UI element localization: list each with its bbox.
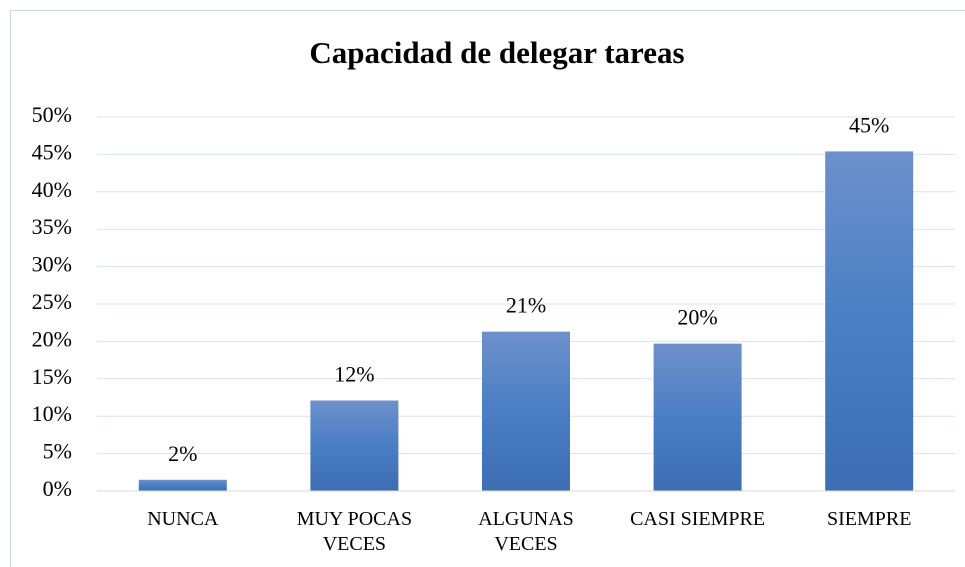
value-label: 20% [677,305,717,330]
y-tick-label: 25% [32,289,72,314]
y-tick-label: 10% [32,401,72,426]
x-tick-label: MUY POCAS VECES [296,508,413,555]
bar [653,343,742,491]
x-tick-label: CASI SIEMPRE [630,508,766,530]
bar [138,479,227,491]
x-tick-label: ALGUNAS VECES [478,508,574,555]
value-label: 12% [334,362,374,387]
x-tick-label: SIEMPRE [826,508,912,530]
y-tick-label: 5% [43,439,72,464]
bar [825,151,914,491]
y-tick-label: 35% [32,214,72,239]
x-tick-label: NUNCA [147,508,219,530]
chart-title: Capacidad de delegar tareas [309,35,684,70]
value-label: 45% [849,112,889,137]
bar [310,400,399,491]
y-tick-label: 20% [32,326,72,351]
y-tick-label: 0% [43,476,72,501]
y-tick-label: 30% [32,252,72,277]
bar [482,331,570,491]
y-tick-label: 45% [32,139,72,164]
value-label: 2% [168,441,197,466]
y-tick-label: 15% [32,364,72,389]
y-tick-label: 40% [32,177,72,202]
value-label: 21% [506,293,546,318]
y-tick-label: 50% [32,102,72,127]
chart-border [10,10,965,567]
